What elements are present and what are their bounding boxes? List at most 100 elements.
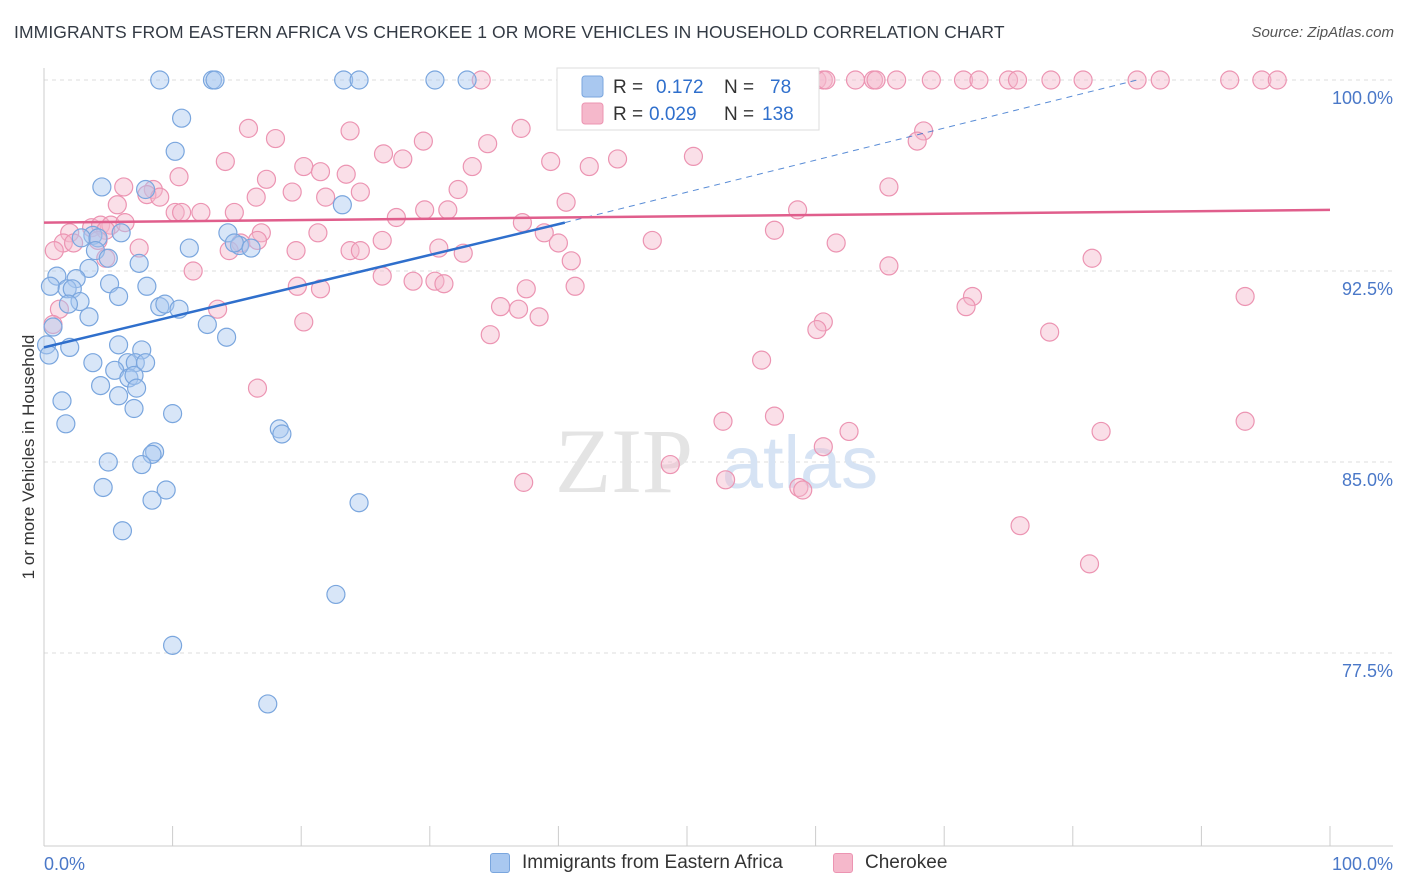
cherokee-point <box>1010 516 1030 536</box>
eastern-africa-point <box>79 307 99 327</box>
cherokee-point <box>887 70 907 90</box>
eastern-africa-point <box>217 327 237 347</box>
eastern-africa-point <box>163 635 183 655</box>
cherokee-point <box>490 297 511 317</box>
cherokee-point <box>813 312 833 332</box>
cherokee-point <box>246 187 266 207</box>
eastern-africa-point <box>334 70 354 90</box>
cherokee-point <box>372 230 392 251</box>
cherokee-point <box>1220 70 1240 90</box>
eastern-africa-point <box>56 414 76 434</box>
cherokee-point <box>548 233 569 253</box>
eastern-africa-point <box>272 424 292 444</box>
eastern-africa-point <box>137 276 157 296</box>
legend-r-value-pink: 0.029 <box>649 104 697 125</box>
eastern-africa-point <box>150 297 170 317</box>
cherokee-point <box>607 149 628 169</box>
eastern-africa-point <box>205 70 225 90</box>
y-tick-labels: 77.5% 85.0% 92.5% 100.0% <box>1332 88 1393 681</box>
eastern-africa-point <box>93 477 113 498</box>
eastern-africa-point <box>47 266 67 286</box>
cherokee-trend-line <box>43 208 1331 224</box>
cherokee-point <box>1082 248 1102 268</box>
eastern-africa-point <box>258 694 278 714</box>
cherokee-point <box>1007 70 1028 90</box>
eastern-africa-point <box>90 376 111 396</box>
cherokee-point <box>907 131 927 151</box>
cherokee-point <box>1079 554 1100 574</box>
y-tick-label: 92.5% <box>1342 279 1393 299</box>
cherokee-point <box>953 70 974 90</box>
cherokee-point <box>660 454 680 475</box>
cherokee-point <box>256 169 277 189</box>
eastern-africa-point <box>349 493 369 513</box>
eastern-africa-point <box>224 233 244 253</box>
cherokee-point <box>956 297 976 317</box>
eastern-africa-point <box>108 335 129 355</box>
cherokee-point <box>403 271 423 291</box>
eastern-africa-point <box>172 108 192 128</box>
cherokee-point <box>1091 421 1111 442</box>
eastern-africa-point <box>135 179 156 200</box>
cherokee-point <box>282 182 302 202</box>
cherokee-point <box>813 437 833 457</box>
cherokee-point <box>310 162 331 182</box>
cherokee-point <box>807 319 827 340</box>
cherokee-point <box>1040 322 1060 342</box>
cherokee-point <box>556 192 576 212</box>
cherokee-point <box>683 146 704 166</box>
legend-item-cherokee[interactable]: Cherokee <box>833 852 947 874</box>
cherokee-point <box>107 195 127 215</box>
x-tick-label-max: 100.0% <box>1332 854 1393 874</box>
cherokee-point <box>764 406 785 426</box>
cherokee-point <box>340 121 360 141</box>
cherokee-point <box>208 299 228 319</box>
eastern-africa-point <box>83 225 103 245</box>
eastern-africa-point <box>52 391 72 411</box>
eastern-africa-point <box>332 195 352 215</box>
cherokee-point <box>316 187 336 207</box>
eastern-africa-points <box>36 70 477 714</box>
eastern-africa-point <box>269 419 289 439</box>
legend-swatch-pink <box>581 102 604 125</box>
cherokee-point <box>879 256 899 276</box>
grid-lines <box>44 79 1393 654</box>
eastern-africa-point <box>70 291 90 312</box>
cherokee-point <box>511 118 531 138</box>
y-tick-label: 77.5% <box>1342 661 1393 681</box>
cherokee-point <box>642 230 662 251</box>
eastern-africa-point <box>155 294 175 314</box>
axes <box>43 68 1393 847</box>
cherokee-point <box>866 70 886 90</box>
cherokee-point <box>294 312 314 332</box>
eastern-africa-trend-line <box>43 221 566 349</box>
eastern-africa-point <box>111 223 131 243</box>
legend-swatch-cherokee <box>833 853 853 873</box>
cherokee-point <box>471 70 491 90</box>
legend-item-eastern-africa[interactable]: Immigrants from Eastern Africa <box>490 852 783 874</box>
legend-n-label-pink: N = <box>724 104 754 125</box>
correlation-legend: R = 0.172 N = 78 R = 0.029 N = 138 <box>556 67 820 131</box>
cherokee-point <box>478 134 498 154</box>
eastern-africa-point <box>98 452 118 472</box>
legend-r-label-blue: R = <box>613 77 643 98</box>
eastern-africa-point <box>349 70 369 90</box>
cherokee-point <box>386 207 406 228</box>
cherokee-point <box>247 230 268 251</box>
cherokee-point <box>713 411 733 431</box>
cherokee-point <box>224 202 244 223</box>
legend-r-label-pink: R = <box>613 104 643 125</box>
trend-lines <box>43 79 1331 349</box>
cherokee-point <box>393 149 413 169</box>
cherokee-point <box>350 182 370 202</box>
eastern-africa-point <box>135 353 156 373</box>
eastern-africa-point <box>150 70 170 90</box>
y-tick-label: 100.0% <box>1332 88 1393 108</box>
cherokee-point <box>169 167 189 187</box>
legend-label-cherokee: Cherokee <box>865 852 948 873</box>
chart-title: IMMIGRANTS FROM EASTERN AFRICA VS CHEROK… <box>14 22 1005 42</box>
cherokee-point <box>238 118 259 138</box>
cherokee-point <box>413 131 433 151</box>
cherokee-point <box>480 325 500 345</box>
